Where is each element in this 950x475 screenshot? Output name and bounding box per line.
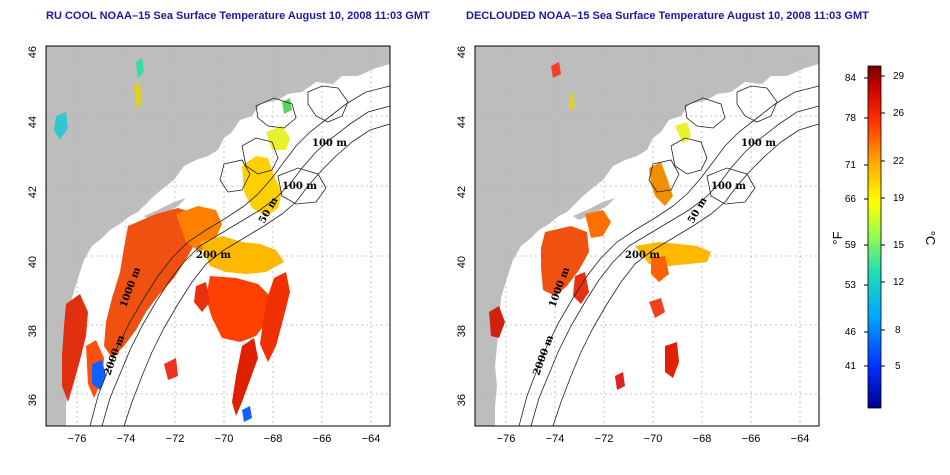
- colorbar-fahrenheit-unit: °F: [830, 231, 845, 244]
- lat-tick-label: 38: [27, 325, 39, 337]
- isobath-label: 200 m: [196, 250, 231, 261]
- lon-tick-label: −68: [264, 433, 283, 445]
- right-sst-data: [489, 62, 711, 390]
- left-lon-axis: −76 −74 −72 −70 −68 −66 −64: [68, 433, 381, 445]
- right-lon-axis: −76 −74 −72 −70 −68 −66 −64: [497, 433, 810, 445]
- lon-tick-label: −64: [791, 433, 810, 445]
- colorbar-f-labels: 84 78 71 66 59 53 46 41: [845, 73, 868, 372]
- map-frame: [45, 45, 391, 427]
- left-lat-axis: 46 44 42 40 38 36: [27, 46, 39, 406]
- lon-tick-label: −76: [497, 433, 516, 445]
- colorbar-f-tick: 53: [845, 280, 857, 291]
- lat-tick-label: 44: [27, 116, 39, 128]
- lat-tick-label: 46: [456, 46, 468, 58]
- isobath-label: 200 m: [625, 250, 660, 261]
- right-map-panel: 100 m 100 m 50 m 200 m 1000 m 2000 m: [474, 45, 820, 427]
- colorbar-f-tick: 78: [845, 113, 857, 124]
- lon-tick-label: −72: [595, 433, 614, 445]
- lat-tick-label: 42: [456, 186, 468, 198]
- lat-tick-label: 38: [456, 325, 468, 337]
- lat-tick-label: 44: [456, 116, 468, 128]
- colorbar-f-tick: 59: [845, 240, 857, 251]
- lon-tick-label: −70: [644, 433, 663, 445]
- colorbar-c-tick: 26: [893, 108, 905, 119]
- lon-tick-label: −76: [68, 433, 87, 445]
- lon-tick-label: −66: [313, 433, 332, 445]
- isobath-label: 100 m: [312, 138, 347, 149]
- lon-tick-label: −74: [117, 433, 136, 445]
- lon-tick-label: −74: [546, 433, 565, 445]
- colorbar-celsius-unit: °C: [923, 231, 938, 246]
- right-lat-axis: 46 44 42 40 38 36: [456, 46, 468, 406]
- lon-tick-label: −70: [215, 433, 234, 445]
- lon-tick-label: −68: [693, 433, 712, 445]
- colorbar-f-tick: 66: [845, 194, 857, 205]
- lat-tick-label: 36: [456, 394, 468, 406]
- map-frame: [474, 45, 820, 427]
- isobath-label: 100 m: [282, 181, 317, 192]
- lon-tick-label: −72: [166, 433, 185, 445]
- colorbar-c-tick: 5: [895, 361, 901, 372]
- colorbar-f-tick: 41: [845, 361, 857, 372]
- colorbar-c-tick: 29: [893, 71, 905, 82]
- colorbar-gradient: [867, 65, 882, 409]
- colorbar-c-labels: 29 26 22 19 15 12 8 5: [881, 71, 905, 372]
- left-panel-title: RU COOL NOAA–15 Sea Surface Temperature …: [46, 10, 430, 22]
- lat-tick-label: 42: [27, 186, 39, 198]
- colorbar-c-tick: 15: [893, 240, 905, 251]
- lat-tick-label: 36: [27, 394, 39, 406]
- colorbar-f-tick: 71: [845, 160, 857, 171]
- left-map-panel: 100 m 100 m 50 m 200 m 1000 m 2000 m: [45, 45, 391, 427]
- isobath-label: 100 m: [741, 138, 776, 149]
- lon-tick-label: −64: [362, 433, 381, 445]
- lon-tick-label: −66: [742, 433, 761, 445]
- colorbar-c-tick: 22: [893, 156, 905, 167]
- colorbar-f-tick: 46: [845, 327, 857, 338]
- isobath-label: 100 m: [711, 181, 746, 192]
- lat-tick-label: 46: [27, 46, 39, 58]
- lat-tick-label: 40: [456, 256, 468, 268]
- colorbar-c-tick: 19: [893, 193, 905, 204]
- right-panel-title: DECLOUDED NOAA–15 Sea Surface Temperatur…: [466, 10, 869, 22]
- colorbar-f-tick: 84: [845, 73, 857, 84]
- colorbar: 84 78 71 66 59 53 46 41 29 26 22 19 15 1…: [830, 65, 938, 409]
- colorbar-c-tick: 12: [893, 277, 905, 288]
- colorbar-c-tick: 8: [895, 325, 901, 336]
- lat-tick-label: 40: [27, 256, 39, 268]
